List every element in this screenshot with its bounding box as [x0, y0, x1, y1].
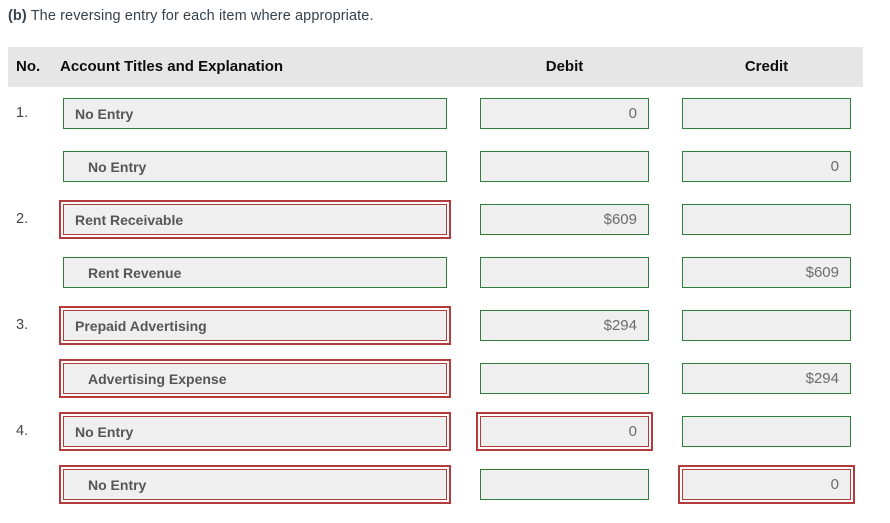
account-title-input[interactable]: Prepaid Advertising	[63, 310, 447, 341]
account-title-input[interactable]: Advertising Expense	[63, 363, 447, 394]
table-header-bar: No. Account Titles and Explanation Debit…	[8, 47, 863, 87]
credit-input[interactable]: $294	[682, 363, 851, 394]
entry-line: 3. Prepaid Advertising $294	[0, 310, 890, 341]
entry-line: 1. No Entry 0	[0, 98, 890, 129]
debit-input[interactable]	[480, 151, 649, 182]
account-title-input[interactable]: No Entry	[63, 151, 447, 182]
section-label: (b)	[8, 8, 27, 24]
credit-input[interactable]	[682, 310, 851, 341]
credit-input[interactable]	[682, 416, 851, 447]
account-title-input[interactable]: No Entry	[63, 416, 447, 447]
account-title-input[interactable]: Rent Revenue	[63, 257, 447, 288]
entry-line: 2. Rent Receivable $609	[0, 204, 890, 235]
section-title: (b) The reversing entry for each item wh…	[8, 8, 374, 24]
header-account-titles: Account Titles and Explanation	[60, 58, 284, 75]
entry-line: No Entry 0	[0, 469, 890, 500]
credit-input[interactable]	[682, 204, 851, 235]
debit-input[interactable]: 0	[480, 416, 649, 447]
entry-line: Rent Revenue $609	[0, 257, 890, 288]
row-number: 4.	[16, 423, 29, 439]
debit-input[interactable]	[480, 363, 649, 394]
row-number: 2.	[16, 211, 29, 227]
header-debit: Debit	[545, 58, 584, 75]
account-title-input[interactable]: No Entry	[63, 469, 447, 500]
debit-input[interactable]	[480, 257, 649, 288]
credit-input[interactable]	[682, 98, 851, 129]
credit-input[interactable]: 0	[682, 151, 851, 182]
section-text: The reversing entry for each item where …	[30, 8, 374, 24]
entry-line: No Entry 0	[0, 151, 890, 182]
entry-line: Advertising Expense $294	[0, 363, 890, 394]
debit-input[interactable]: $294	[480, 310, 649, 341]
credit-input[interactable]: $609	[682, 257, 851, 288]
header-credit: Credit	[744, 58, 789, 75]
debit-input[interactable]: $609	[480, 204, 649, 235]
row-number: 1.	[16, 105, 29, 121]
account-title-input[interactable]: No Entry	[63, 98, 447, 129]
entry-line: 4. No Entry 0	[0, 416, 890, 447]
account-title-input[interactable]: Rent Receivable	[63, 204, 447, 235]
header-no: No.	[16, 58, 41, 75]
credit-input[interactable]: 0	[682, 469, 851, 500]
row-number: 3.	[16, 317, 29, 333]
debit-input[interactable]	[480, 469, 649, 500]
debit-input[interactable]: 0	[480, 98, 649, 129]
